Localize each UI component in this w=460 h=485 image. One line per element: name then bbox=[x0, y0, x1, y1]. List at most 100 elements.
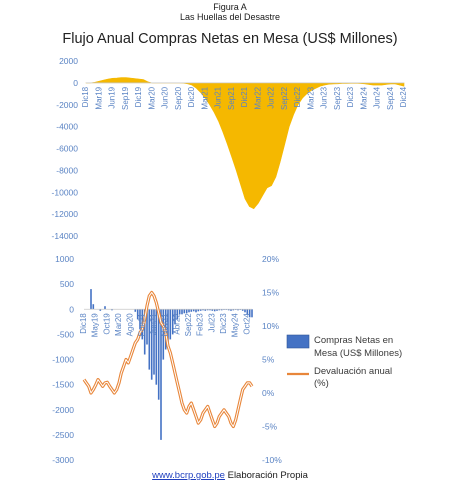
x-tick-label: Jun19 bbox=[108, 86, 117, 108]
bar bbox=[155, 309, 158, 385]
y-tick-label: -4000 bbox=[56, 122, 78, 132]
x-tick-label: Dic18 bbox=[79, 313, 88, 334]
line-series bbox=[83, 292, 253, 427]
bar bbox=[171, 309, 174, 335]
x-tick-label: Sep22 bbox=[184, 313, 193, 337]
x-tick-label: Sep22 bbox=[280, 86, 289, 110]
x-tick-label: Mar19 bbox=[94, 86, 103, 109]
x-tick-label: Mar23 bbox=[306, 86, 315, 109]
y-tick-label: -500 bbox=[57, 329, 74, 339]
bar bbox=[104, 306, 106, 310]
bar bbox=[197, 309, 200, 312]
bar bbox=[216, 309, 218, 311]
bar bbox=[237, 309, 239, 311]
y-tick-label: -2000 bbox=[56, 100, 78, 110]
bar bbox=[211, 309, 214, 311]
bar bbox=[136, 309, 139, 320]
y-tick-label: -14000 bbox=[52, 231, 79, 241]
x-tick-label: Feb23 bbox=[196, 313, 205, 336]
y-tick-label: 1000 bbox=[55, 254, 74, 264]
x-tick-label: Jun20 bbox=[161, 86, 170, 108]
y-tick-label: -6000 bbox=[56, 144, 78, 154]
x-tick-label: Ene21 bbox=[137, 313, 146, 337]
bar bbox=[232, 309, 235, 311]
y-tick-label: 2000 bbox=[59, 56, 78, 66]
y-tick-label: 500 bbox=[60, 279, 74, 289]
x-tick-label: May24 bbox=[231, 313, 240, 338]
bar bbox=[160, 309, 162, 440]
bar bbox=[169, 309, 172, 340]
bar bbox=[195, 309, 197, 313]
y-tick-label: 0 bbox=[73, 78, 78, 88]
bar bbox=[162, 309, 165, 360]
source-link[interactable]: www.bcrp.gob.pe bbox=[152, 470, 225, 481]
bar bbox=[213, 309, 216, 312]
x-tick-label: Mar20 bbox=[114, 313, 123, 336]
y-tick-label: -1000 bbox=[52, 355, 74, 365]
x-tick-label: Sep21 bbox=[227, 86, 236, 110]
y-tick-label: 0 bbox=[69, 304, 74, 314]
bar bbox=[251, 309, 253, 318]
bar bbox=[183, 309, 186, 314]
x-tick-label: Mar24 bbox=[359, 86, 368, 109]
x-tick-label: Dic23 bbox=[346, 86, 355, 107]
top-area-chart: 2000 0 -2000 -4000 -6000 -8000 -10000 -12000 -14… bbox=[52, 56, 408, 241]
source-note: www.bcrp.gob.pe Elaboración Propia bbox=[0, 470, 460, 481]
x-tick-label: Abr22 bbox=[172, 313, 181, 335]
x-tick-label: Dic20 bbox=[187, 86, 196, 107]
y2-tick-label: 10% bbox=[262, 321, 279, 331]
bar bbox=[206, 309, 209, 311]
bottom-bar-line-chart: 1000 500 0 -500 -1000 -1500 -2000 -2500 -3000 20%… bbox=[52, 254, 402, 465]
figure-label: Figura A bbox=[213, 2, 247, 12]
bar bbox=[220, 309, 223, 311]
y2-tick-label: -10% bbox=[262, 455, 282, 465]
bar bbox=[148, 309, 151, 370]
area-series bbox=[85, 77, 405, 210]
bar bbox=[178, 309, 181, 315]
legend-line-label-line1: Devaluación anual bbox=[314, 366, 392, 377]
x-tick-label: Nov21 bbox=[161, 313, 170, 337]
bar bbox=[204, 309, 207, 311]
x-tick-label: Oct19 bbox=[102, 313, 111, 335]
bar bbox=[181, 309, 183, 315]
bar bbox=[92, 304, 95, 310]
y2-tick-label: 15% bbox=[262, 288, 279, 298]
bar bbox=[167, 309, 169, 345]
y-tick-label: -8000 bbox=[56, 165, 78, 175]
x-tick-label: Sep24 bbox=[386, 86, 395, 110]
bar bbox=[143, 309, 146, 355]
bar bbox=[218, 309, 221, 311]
bar bbox=[185, 309, 188, 314]
bar bbox=[188, 309, 190, 313]
x-tick-label: Dic24 bbox=[399, 86, 408, 107]
x-tick-label: Jun22 bbox=[267, 86, 276, 108]
x-tick-label: Dic21 bbox=[240, 86, 249, 107]
y-tick-label: -10000 bbox=[52, 187, 79, 197]
x-tick-label: Jun23 bbox=[320, 86, 329, 108]
legend-bar-swatch bbox=[286, 334, 310, 349]
x-tick-label: Ago20 bbox=[126, 313, 135, 337]
source-suffix: Elaboración Propia bbox=[224, 470, 308, 481]
x-tick-label: Dic23 bbox=[219, 313, 228, 334]
bar bbox=[241, 309, 244, 311]
y-tick-label: -2500 bbox=[52, 430, 74, 440]
bar bbox=[192, 309, 195, 312]
bar bbox=[209, 309, 211, 311]
x-tick-label: Jun24 bbox=[373, 86, 382, 108]
bar bbox=[150, 309, 153, 380]
x-tick-label: Sep20 bbox=[174, 86, 183, 110]
x-tick-label: Mar20 bbox=[147, 86, 156, 109]
x-tick-label: Jun21 bbox=[149, 313, 158, 335]
bar bbox=[227, 309, 230, 311]
x-tick-label: Mar21 bbox=[200, 86, 209, 109]
y2-tick-label: 5% bbox=[262, 355, 275, 365]
legend-bar-label-line1: Compras Netas en bbox=[314, 335, 393, 346]
bar bbox=[176, 309, 179, 320]
bar bbox=[174, 309, 176, 325]
chart-title: Flujo Anual Compras Netas en Mesa (US$ M… bbox=[62, 31, 398, 47]
legend-line-label-line2: (%) bbox=[314, 378, 329, 389]
bar bbox=[157, 309, 160, 400]
bar bbox=[139, 309, 141, 330]
bar bbox=[246, 309, 249, 315]
x-tick-label: Dic22 bbox=[293, 86, 302, 107]
